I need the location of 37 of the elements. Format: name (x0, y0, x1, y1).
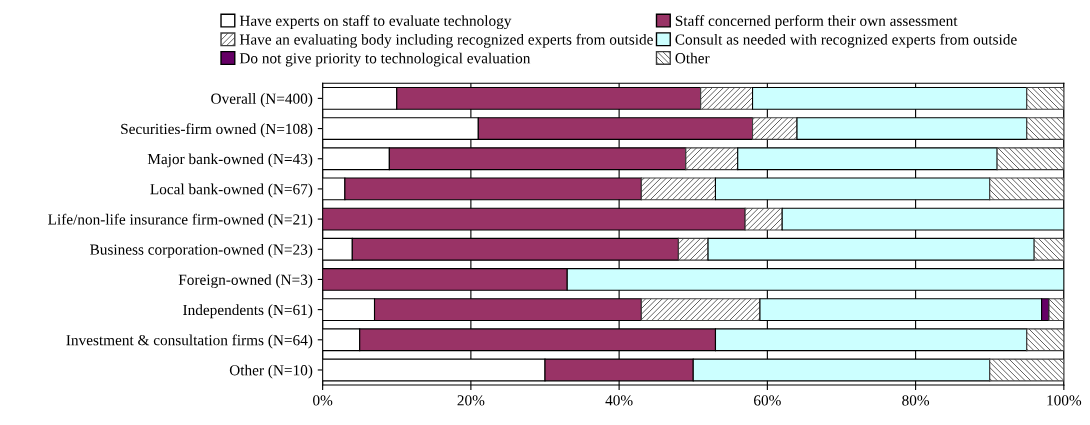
x-tick-label: 40% (605, 395, 633, 406)
y-tick-label: Life/non-life insurance firm-owned (N=21) (48, 213, 313, 228)
bar (685, 147, 739, 171)
y-tick-label: Securities-firm owned (N=108) (121, 123, 313, 138)
legend-label: Do not give priority to technological evaluation (239, 52, 531, 67)
y-tick-label: Major bank-owned (N=43) (147, 153, 313, 168)
bar (1026, 86, 1064, 110)
bar (989, 358, 1064, 382)
bar (1033, 237, 1064, 261)
y-tick-label: Independents (N=61) (183, 304, 313, 319)
bar (677, 237, 709, 261)
legend-label: Other (675, 52, 710, 64)
legend-label: Have experts on staff to evaluate technology (239, 15, 512, 30)
bar (744, 207, 783, 231)
bar (1026, 117, 1064, 140)
bar (640, 298, 761, 322)
y-tick-label: Foreign-owned (N=3) (178, 274, 313, 289)
legend-label: Staff concerned perform their own assessment (675, 15, 958, 30)
y-tick-label: Overall (N=400) (211, 93, 313, 107)
x-tick-label: 60% (754, 395, 781, 406)
bar (640, 177, 717, 201)
y-tick-label: Business corporation-owned (N=23) (90, 243, 313, 258)
y-tick-label: Other (N=10) (229, 364, 313, 379)
y-tick-label: Investment & consultation firms (N=64) (66, 334, 313, 349)
x-tick-label: 20% (457, 395, 485, 406)
bar (1048, 298, 1064, 322)
bar (989, 177, 1064, 201)
legend-label: Consult as needed with recognized experts from outside (675, 33, 1017, 48)
bar (1026, 328, 1064, 352)
y-tick-label: Local bank-owned (N=67) (150, 183, 313, 198)
bar (751, 117, 798, 140)
x-tick-label: 0% (313, 395, 333, 406)
bar (700, 86, 754, 110)
x-tick-label: 80% (902, 395, 930, 406)
bar (996, 147, 1064, 171)
legend-label: Have an evaluating body including recognized experts from outside (239, 33, 653, 48)
x-tick-label: 100% (1047, 395, 1082, 406)
